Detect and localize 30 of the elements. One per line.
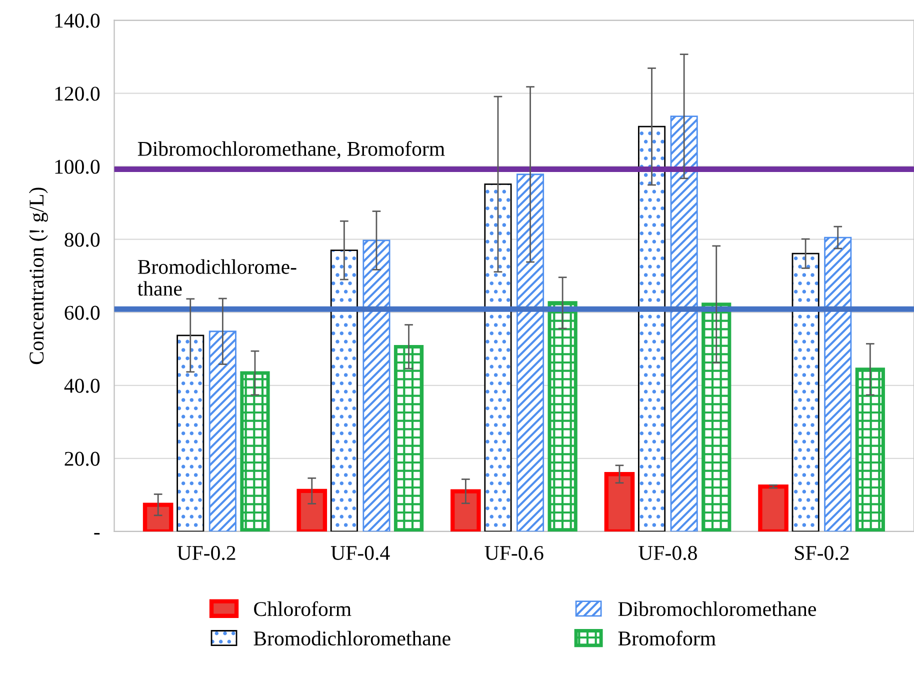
bar	[330, 250, 358, 532]
y-axis-title: Concentration (! g/L)	[28, 188, 48, 364]
x-tick-label: UF-0.8	[638, 546, 697, 560]
y-tick-label: 120.0	[55, 86, 100, 101]
y-tick-label: 20.0	[64, 452, 100, 466]
y-tick-label: 60.0	[64, 306, 100, 320]
bar	[824, 236, 852, 532]
bar	[516, 174, 544, 532]
bar	[484, 184, 512, 532]
y-tick-label: 40.0	[64, 378, 100, 393]
ref-line-label: Dibromochloromethane, Bromoform	[138, 141, 445, 159]
bar	[208, 330, 236, 532]
legend-label: Bromodichloromethane	[254, 630, 450, 646]
y-tick-label: 100.0	[55, 160, 100, 174]
y-tick-label: 80.0	[64, 232, 100, 247]
legend-label: Bromoform	[618, 630, 716, 646]
bar	[792, 252, 820, 532]
bar	[670, 116, 698, 532]
legend-label: Chloroform	[254, 601, 352, 616]
y-tick-label: 140.0	[55, 14, 100, 28]
bar	[176, 334, 204, 532]
y-tick-label: -	[94, 532, 100, 535]
x-tick-label: SF-0.2	[795, 546, 849, 560]
x-tick-label: UF-0.4	[330, 546, 390, 560]
x-tick-label: UF-0.6	[484, 546, 544, 560]
legend-label: Dibromochloromethane	[618, 601, 816, 616]
bar	[362, 240, 390, 532]
ref-line-label: Bromodichlorome- thane	[138, 259, 296, 296]
bar	[638, 126, 666, 532]
x-tick-label: UF-0.2	[177, 546, 236, 560]
